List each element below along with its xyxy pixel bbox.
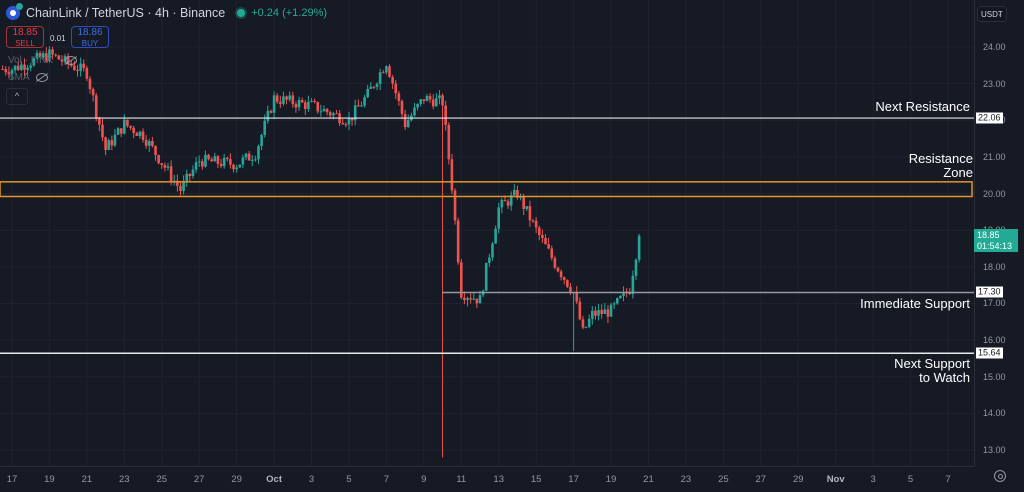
indicator-sma-label: SMA [8,72,30,83]
time-tick: 29 [792,474,804,485]
time-tick: 13 [493,474,505,485]
price-tick: 21.00 [983,151,1006,162]
collapse-indicators-button[interactable]: ^ [6,88,28,105]
hidden-eye-icon[interactable] [35,73,48,82]
next-resistance-label: Next Resistance [875,99,970,114]
indicator-volume-label: Vol · LINK [8,55,54,66]
buy-price: 18.86 [77,27,103,38]
price-tick: 15.00 [983,371,1006,382]
chevron-down-icon: ⌄ [997,11,1003,18]
price-tick: 16.00 [983,335,1006,346]
chainlink-logo-icon [6,3,23,20]
indicator-volume[interactable]: Vol · LINK [8,55,78,66]
symbol-header: ChainLink / TetherUS · 4h · Binance +0.2… [6,3,328,20]
chart-settings-gear-icon[interactable] [994,470,1006,482]
last-price-tag: 18.85 01:54:13 [974,229,1018,252]
time-tick: 29 [231,474,242,485]
time-axis[interactable]: 17 19 21 23 25 27 29 Oct 3 5 7 9 11 13 15 17 19 21 23 25 27 2… [0,466,974,492]
time-tick: 23 [680,474,692,485]
time-tick: 7 [383,474,390,485]
buy-button[interactable]: 18.86 BUY [71,26,109,48]
time-tick: 17 [568,474,579,485]
price-tick: 20.00 [983,188,1006,199]
resistance-zone-label-line1: Resistance [908,151,973,166]
time-tick: 21 [643,474,654,485]
spread-value: 0.01 [50,34,66,43]
next-support-price-tag: 15.64 [976,347,1003,359]
time-tick: 5 [907,474,914,485]
bar-countdown: 01:54:13 [977,241,1013,251]
price-tick: 18.00 [983,261,1006,272]
next-support-label-line1: Next Support [894,356,970,371]
next-resistance-price-tag: 22.06 [976,112,1003,124]
symbol-title[interactable]: ChainLink / TetherUS · 4h · Binance [26,6,226,20]
immediate-support-label: Immediate Support [860,296,970,311]
time-tick: 19 [605,474,617,485]
time-tick: 3 [308,474,315,485]
time-tick: 11 [456,474,467,485]
sell-price: 18.85 [12,27,38,38]
time-tick: Oct [266,474,282,485]
sell-button[interactable]: 18.85 SELL [6,26,44,48]
time-tick: 17 [6,474,18,485]
time-tick: 21 [81,474,93,485]
immediate-support-price-tag: 17.30 [976,286,1003,298]
time-tick: 15 [530,474,542,485]
time-tick: 19 [44,474,55,485]
price-tick: 13.00 [983,445,1006,456]
time-tick: 3 [870,474,876,485]
price-tick: 23.00 [983,78,1006,89]
next-support-label: Next Support to Watch [894,357,970,385]
price-change: +0.24 (+1.29%) [251,7,328,19]
time-tick: 5 [346,474,352,485]
time-tick: 27 [755,474,767,485]
time-tick: 25 [718,474,729,485]
price-tick: 14.00 [983,408,1006,419]
market-open-status-icon [237,9,246,17]
time-tick: Nov [826,474,845,485]
price-tick: 17.00 [983,298,1006,309]
resistance-zone-label: Resistance Zone [909,152,973,180]
chart-plot-area[interactable] [0,0,974,466]
candlestick-chart[interactable] [0,0,974,466]
sell-label: SELL [15,39,35,48]
currency-selector[interactable]: USDT ⌄ [977,6,1007,22]
buy-label: BUY [81,39,99,48]
hidden-eye-icon[interactable] [65,56,78,65]
last-price: 18.85 [977,230,1000,240]
currency-label: USDT [981,10,1003,19]
price-tick: 24.00 [983,42,1006,52]
resistance-zone-label-line2: Zone [943,165,973,180]
time-tick: 27 [193,474,205,485]
time-tick: 25 [156,474,168,485]
next-support-label-line2: to Watch [919,370,970,385]
time-tick: 7 [945,474,951,485]
indicator-sma[interactable]: SMA [8,72,48,83]
time-tick: 9 [421,474,427,485]
time-tick: 23 [119,474,130,485]
